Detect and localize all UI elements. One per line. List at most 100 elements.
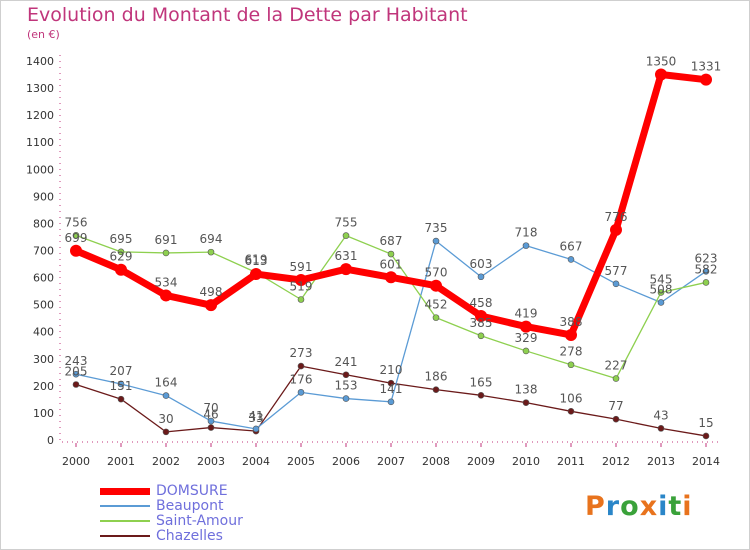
data-label-chazelles: 43	[653, 408, 668, 422]
data-point-chazelles	[702, 432, 710, 440]
data-point-chazelles	[72, 381, 80, 388]
data-point-beaupont	[72, 370, 80, 378]
legend-swatch-chazelles	[100, 535, 150, 537]
y-tick-label: 600	[33, 272, 54, 285]
x-tick-label: 2011	[557, 455, 585, 468]
data-label-chazelles: 77	[608, 399, 623, 413]
y-tick-label: 1400	[26, 55, 54, 68]
data-point-beaupont	[387, 398, 395, 406]
y-tick-label: 1200	[26, 109, 54, 122]
data-label-beaupont: 243	[65, 354, 88, 368]
y-tick-label: 1000	[26, 163, 54, 176]
data-point-beaupont	[477, 273, 485, 281]
x-tick-label: 2009	[467, 455, 495, 468]
data-label-domsure: 613	[245, 254, 268, 268]
data-point-domsure	[610, 223, 622, 236]
data-point-beaupont	[207, 417, 215, 425]
y-tick-label: 0	[47, 434, 54, 447]
data-label-domsure: 591	[290, 260, 313, 274]
data-point-beaupont	[162, 392, 170, 399]
legend-item-chazelles: Chazelles	[100, 528, 300, 544]
legend-swatch-saint-amour	[100, 520, 150, 522]
data-point-chazelles	[432, 386, 440, 393]
data-point-saint-amour	[432, 314, 440, 321]
data-point-chazelles	[117, 395, 125, 403]
data-point-saint-amour	[72, 232, 80, 239]
data-label-beaupont: 207	[110, 364, 133, 378]
data-label-saint-amour: 691	[155, 233, 178, 247]
data-labels: 205 151 30 46 33 273 241 210 186 165 138 106 77 43 15 2…	[65, 55, 722, 430]
y-tick-label: 100	[33, 407, 54, 420]
data-point-domsure	[430, 279, 442, 292]
y-tick-label: 500	[33, 299, 54, 312]
data-label-beaupont: 577	[605, 264, 628, 278]
x-tick-label: 2003	[197, 455, 225, 468]
y-tick-label: 1300	[26, 82, 54, 95]
data-label-domsure: 1350	[646, 55, 677, 69]
series-layer	[70, 68, 712, 440]
legend-item-beaupont: Beaupont	[100, 498, 300, 514]
legend-label-domsure: DOMSURE	[156, 483, 228, 499]
data-point-saint-amour	[657, 289, 665, 296]
logo-letter: x	[639, 491, 659, 522]
y-tick-label: 900	[33, 190, 54, 203]
data-point-saint-amour	[612, 375, 620, 382]
y-tick-label: 800	[33, 217, 54, 230]
data-label-domsure: 570	[425, 266, 448, 280]
data-label-chazelles: 241	[335, 355, 358, 369]
data-label-domsure: 534	[155, 275, 178, 289]
y-tick-label: 200	[33, 380, 54, 393]
data-label-beaupont: 41	[248, 409, 263, 423]
data-point-domsure	[115, 263, 127, 276]
data-label-saint-amour: 695	[110, 232, 133, 246]
unit-label: (en €)	[27, 28, 60, 41]
data-label-domsure: 776	[605, 210, 628, 224]
y-tick-label: 300	[33, 353, 54, 366]
logo-letter: i	[658, 491, 669, 522]
data-label-beaupont: 508	[650, 282, 673, 296]
data-label-chazelles: 30	[158, 412, 173, 426]
data-point-domsure	[700, 73, 712, 86]
x-tick-label: 2004	[242, 455, 270, 468]
data-point-domsure	[385, 271, 397, 284]
data-label-saint-amour: 694	[200, 232, 223, 246]
data-label-domsure: 498	[200, 285, 223, 299]
data-point-domsure	[475, 310, 487, 323]
x-tick-label: 2000	[62, 455, 90, 468]
x-tick-label: 2013	[647, 455, 675, 468]
x-tick-label: 2007	[377, 455, 405, 468]
data-point-domsure	[250, 268, 262, 281]
data-point-domsure	[205, 299, 217, 312]
data-label-chazelles: 273	[290, 346, 313, 360]
data-label-domsure: 1331	[691, 60, 722, 74]
data-point-chazelles	[162, 428, 170, 436]
legend-item-saint-amour: Saint-Amour	[100, 513, 300, 529]
data-point-beaupont	[117, 380, 125, 388]
data-point-chazelles	[297, 362, 305, 370]
data-label-chazelles: 33	[248, 411, 263, 425]
legend: DOMSURE Beaupont Saint-Amour Chazelles	[100, 483, 300, 544]
x-tick-label: 2001	[107, 455, 135, 468]
data-point-saint-amour	[207, 248, 215, 256]
data-label-domsure: 699	[65, 231, 88, 245]
data-label-saint-amour: 452	[425, 298, 448, 312]
data-point-chazelles	[612, 415, 620, 423]
data-label-beaupont: 164	[155, 376, 178, 390]
x-tick-label: 2014	[692, 455, 720, 468]
data-label-chazelles: 138	[515, 383, 538, 397]
data-point-saint-amour	[477, 332, 485, 340]
logo-letter: i	[682, 491, 693, 522]
data-point-saint-amour	[117, 248, 125, 256]
data-point-saint-amour	[342, 232, 350, 239]
logo-letter: r	[605, 491, 621, 522]
data-point-beaupont	[252, 425, 260, 433]
data-point-chazelles	[522, 399, 530, 406]
data-label-domsure: 601	[380, 257, 403, 271]
data-point-domsure	[565, 328, 577, 341]
data-label-domsure: 388	[560, 315, 583, 329]
chart-title: Evolution du Montant de la Dette par Hab…	[27, 4, 468, 26]
data-label-beaupont: 623	[695, 251, 718, 265]
data-point-beaupont	[297, 389, 305, 396]
data-point-domsure	[340, 263, 352, 276]
